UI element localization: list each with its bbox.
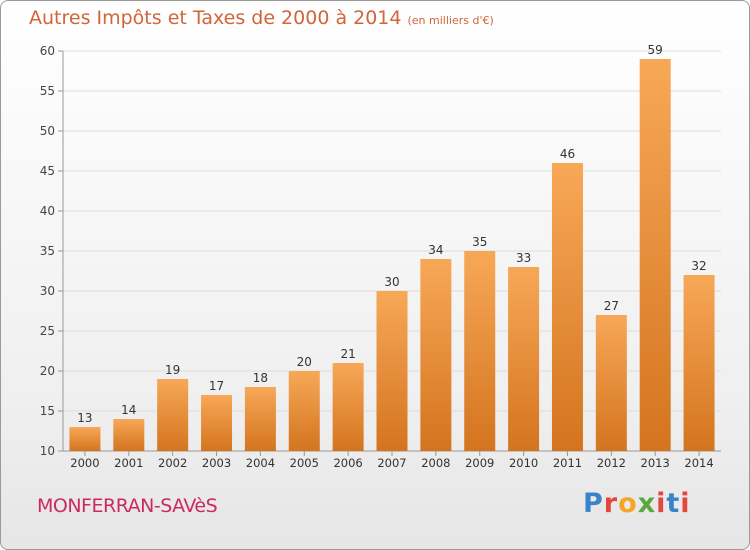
x-tick-label: 2006 <box>333 456 362 470</box>
title-text: Autres Impôts et Taxes de 2000 à 2014 <box>29 7 402 29</box>
bar[interactable] <box>113 419 145 451</box>
bar-value-label: 19 <box>165 363 180 377</box>
bar[interactable] <box>595 315 627 451</box>
logo-letter: x <box>637 488 657 519</box>
bar-value-label: 46 <box>560 147 575 161</box>
logo-letter: P <box>583 488 604 519</box>
bar[interactable] <box>288 371 320 451</box>
y-tick-label: 25 <box>40 324 55 338</box>
x-tick-label: 2003 <box>202 456 231 470</box>
x-tick-label: 2000 <box>70 456 99 470</box>
bar-value-label: 32 <box>691 259 706 273</box>
bar-value-label: 17 <box>209 379 224 393</box>
x-tick-label: 2005 <box>290 456 319 470</box>
x-tick-label: 2009 <box>465 456 494 470</box>
x-tick-label: 2007 <box>377 456 406 470</box>
bar-value-label: 35 <box>472 235 487 249</box>
bar[interactable] <box>420 259 452 451</box>
y-tick-label: 45 <box>40 164 55 178</box>
y-tick-label: 20 <box>40 364 55 378</box>
title-unit: (en milliers d'€) <box>407 14 494 27</box>
x-tick-label: 2011 <box>553 456 582 470</box>
y-tick-label: 35 <box>40 244 55 258</box>
x-tick-label: 2004 <box>246 456 275 470</box>
y-tick-label: 60 <box>40 44 55 58</box>
x-tick-label: 2008 <box>421 456 450 470</box>
bar[interactable] <box>69 427 101 451</box>
bar[interactable] <box>376 291 408 451</box>
bar[interactable] <box>683 275 715 451</box>
bar[interactable] <box>332 363 364 451</box>
y-tick-label: 15 <box>40 404 55 418</box>
bar[interactable] <box>244 387 276 451</box>
bar[interactable] <box>157 379 189 451</box>
logo-letter: i <box>680 488 691 519</box>
bar[interactable] <box>508 267 540 451</box>
logo-letter: o <box>618 488 638 519</box>
place-name: MONFERRAN-SAVèS <box>37 495 218 517</box>
bar[interactable] <box>464 251 496 451</box>
x-tick-label: 2012 <box>597 456 626 470</box>
bar-value-label: 27 <box>604 299 619 313</box>
bar-value-label: 34 <box>428 243 443 257</box>
y-tick-label: 40 <box>40 204 55 218</box>
bar-value-label: 20 <box>297 355 312 369</box>
bar-value-label: 59 <box>648 43 663 57</box>
logo-letter: t <box>666 488 681 519</box>
bar-value-label: 21 <box>340 347 355 361</box>
bar-value-label: 14 <box>121 403 136 417</box>
chart-title: Autres Impôts et Taxes de 2000 à 2014 (en… <box>29 7 494 29</box>
logo-letter: r <box>603 488 619 519</box>
bar-value-label: 33 <box>516 251 531 265</box>
bar-value-label: 13 <box>77 411 92 425</box>
x-tick-label: 2010 <box>509 456 538 470</box>
y-tick-label: 30 <box>40 284 55 298</box>
y-tick-label: 50 <box>40 124 55 138</box>
bar-value-label: 30 <box>384 275 399 289</box>
proxiti-logo[interactable]: Proxiti <box>583 488 691 519</box>
bar[interactable] <box>639 59 671 451</box>
y-tick-label: 55 <box>40 84 55 98</box>
x-tick-label: 2013 <box>641 456 670 470</box>
bar-layer <box>69 59 715 451</box>
bar-value-label: 18 <box>253 371 268 385</box>
y-tick-label: 10 <box>40 444 55 458</box>
x-tick-label: 2001 <box>114 456 143 470</box>
x-tick-label: 2014 <box>684 456 713 470</box>
bar[interactable] <box>201 395 233 451</box>
logo-letter: i <box>656 488 667 519</box>
label-layer: 13 14 19 17 18 20 21 30 34 35 33 46 27 59 32 <box>77 43 706 425</box>
bar[interactable] <box>551 163 583 451</box>
x-tick-label: 2002 <box>158 456 187 470</box>
